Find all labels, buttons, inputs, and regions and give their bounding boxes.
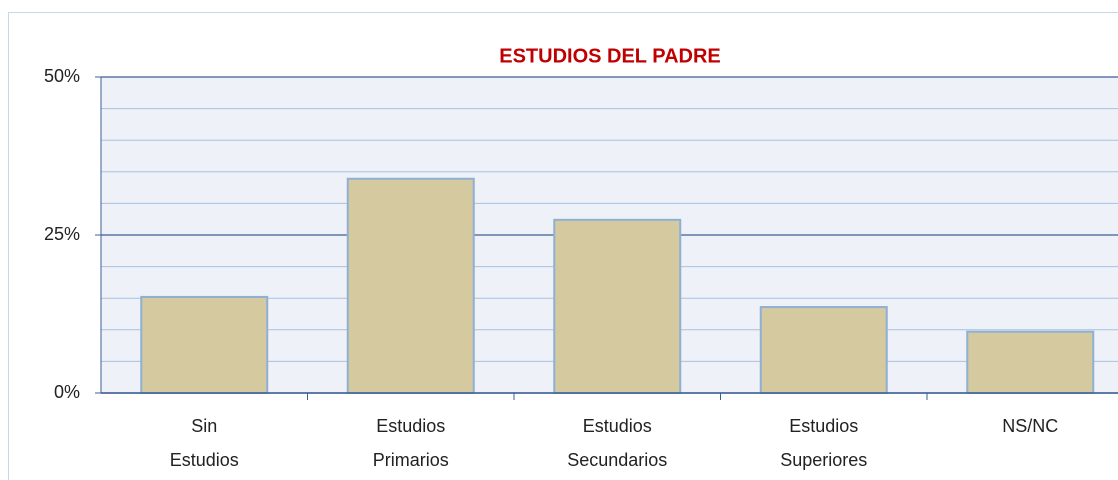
x-tick-label: Estudios Primarios xyxy=(373,416,449,470)
chart-title: ESTUDIOS DEL PADRE xyxy=(499,45,721,67)
y-tick-label: 25% xyxy=(44,224,80,244)
x-tick-label: Estudios Superiores xyxy=(780,416,867,470)
bar xyxy=(966,330,1095,395)
x-tick-label: Sin Estudios xyxy=(170,416,239,470)
x-tick-label: Estudios Secundarios xyxy=(567,416,667,470)
bar xyxy=(553,218,682,394)
bar xyxy=(759,306,888,395)
x-tick-label: NS/NC xyxy=(1002,416,1058,436)
bar xyxy=(346,177,475,394)
y-tick-label: 0% xyxy=(54,382,80,402)
bar xyxy=(140,295,269,395)
y-tick-label: 50% xyxy=(44,66,80,86)
